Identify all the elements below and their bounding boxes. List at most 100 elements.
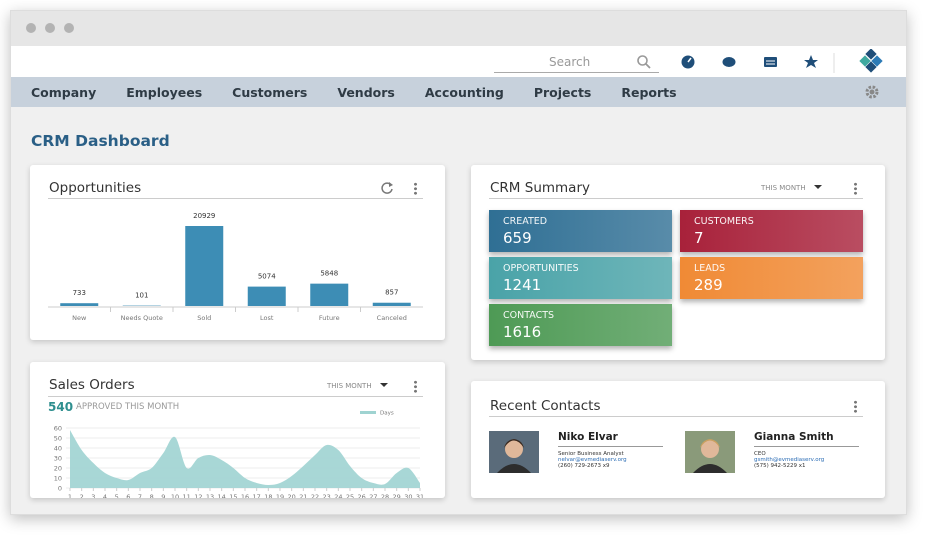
period-select[interactable]: THIS MONTH [761,184,806,192]
search-box[interactable]: Search [494,51,659,73]
value-label: 5074 [258,273,276,281]
search-icon [637,55,651,69]
photo-head [701,440,719,458]
contact-phone: (575) 942-5229 x1 [754,463,806,469]
nav-bar: Company Employees Customers Vendors Accounti… [11,77,906,107]
nav-item[interactable]: Company [31,84,97,100]
contact-email[interactable]: nelvar@evmediaserv.org [558,457,627,463]
x-tick-label: 9 [161,493,165,498]
period-select[interactable]: THIS MONTH [327,382,372,390]
x-tick-label: 21 [299,493,307,498]
tile-label: LEADS [694,263,726,274]
tile-label: OPPORTUNITIES [503,263,579,274]
x-tick-label: 6 [126,493,130,498]
value-label: 101 [135,292,148,300]
name-rule [558,446,663,447]
legend-swatch [360,411,376,414]
contact-photo [489,431,539,473]
window-dot [64,23,74,33]
bar [247,286,286,306]
y-tick-label: 10 [54,475,62,483]
contact-email[interactable]: gsmith@evmediaserv.org [754,457,825,463]
x-tick-label: Future [319,314,340,322]
x-tick-label: 7 [138,493,142,498]
y-tick-label: 30 [54,455,62,463]
tile-value: 1616 [503,323,542,341]
x-tick-label: 30 [404,493,412,498]
bar-chart: 733 New 101 Needs Quote 20929 Sold 5074 Lost 584… [48,212,423,322]
x-tick-label: 18 [264,493,272,498]
crm-summary-panel: CRM Summary THIS MONTH CREATED 659 CUSTOME… [471,165,885,360]
nav-item[interactable]: Customers [232,84,308,100]
photo-body [497,464,531,473]
tile-label: CONTACTS [503,310,555,321]
value-label: 20929 [193,212,215,220]
tile-value: 659 [503,229,532,247]
value-label: 733 [73,289,86,297]
dropdown-arrow[interactable] [380,383,388,388]
divider [489,198,863,199]
panel-title: Opportunities [49,180,142,196]
nav-item[interactable]: Employees [126,84,203,100]
x-tick-label: Sold [197,314,211,322]
x-tick-label: 19 [276,493,284,498]
tile-value: 1241 [503,276,542,294]
x-tick-label: 10 [171,493,179,498]
page-title: CRM Dashboard [31,132,170,150]
bar [60,303,99,306]
tile-value: 289 [694,276,723,294]
panel-title: CRM Summary [490,180,590,196]
x-tick-label: 27 [369,493,377,498]
x-tick-label: 12 [194,493,202,498]
x-tick-label: 22 [311,493,319,498]
x-tick-label: 23 [323,493,331,498]
panel-title: Recent Contacts [490,398,601,414]
opportunities-panel: Opportunities 733 New 101 Needs Quote 20929 S… [30,165,445,340]
bar [372,302,411,306]
x-tick-label: Needs Quote [121,314,163,322]
photo-hair [504,439,524,448]
y-tick-label: 0 [58,485,62,493]
x-tick-label: 26 [358,493,366,498]
name-rule [754,446,859,447]
menu-icon[interactable] [854,182,857,195]
x-tick-label: 16 [241,493,249,498]
panel-title: Sales Orders [49,377,135,393]
contact-role: CEO [754,451,766,457]
menu-icon[interactable] [854,400,857,413]
tile-value: 7 [694,229,704,247]
summary-tile[interactable]: LEADS 289 [680,257,863,299]
divider [489,416,863,417]
nav-item[interactable]: Vendors [337,84,395,100]
summary-tile[interactable]: CREATED 659 [489,210,672,252]
x-tick-label: 3 [91,493,95,498]
nav-item[interactable]: Accounting [424,84,504,100]
menu-icon[interactable] [414,182,417,195]
recent-contacts-panel: Recent Contacts Niko Elvar Senior Busines… [471,381,885,498]
summary-tile[interactable]: OPPORTUNITIES 1241 [489,257,672,299]
summary-tile[interactable]: CUSTOMERS 7 [680,210,863,252]
settings-icon[interactable] [864,84,880,100]
x-tick-label: 13 [206,493,214,498]
x-tick-label: 28 [381,493,389,498]
nav-item[interactable]: Projects [533,84,592,100]
x-tick-label: 2 [80,493,84,498]
divider [48,396,423,397]
x-tick-label: 20 [288,493,296,498]
summary-value: 540 [48,400,74,414]
sales-orders-panel: Sales Orders THIS MONTH 540 APPROVED THI… [30,362,445,498]
refresh-icon[interactable] [380,181,394,195]
nav-item[interactable]: Reports [621,84,677,100]
tile-label: CREATED [503,216,548,227]
dropdown-arrow[interactable] [814,185,822,190]
photo-head [505,440,523,458]
x-tick-label: 8 [150,493,154,498]
summary-tile[interactable]: CONTACTS 1616 [489,304,672,346]
photo-body [693,464,727,473]
y-tick-label: 20 [54,465,62,473]
divider [48,198,423,199]
header-icons[interactable] [679,53,839,73]
menu-icon[interactable] [414,380,417,393]
